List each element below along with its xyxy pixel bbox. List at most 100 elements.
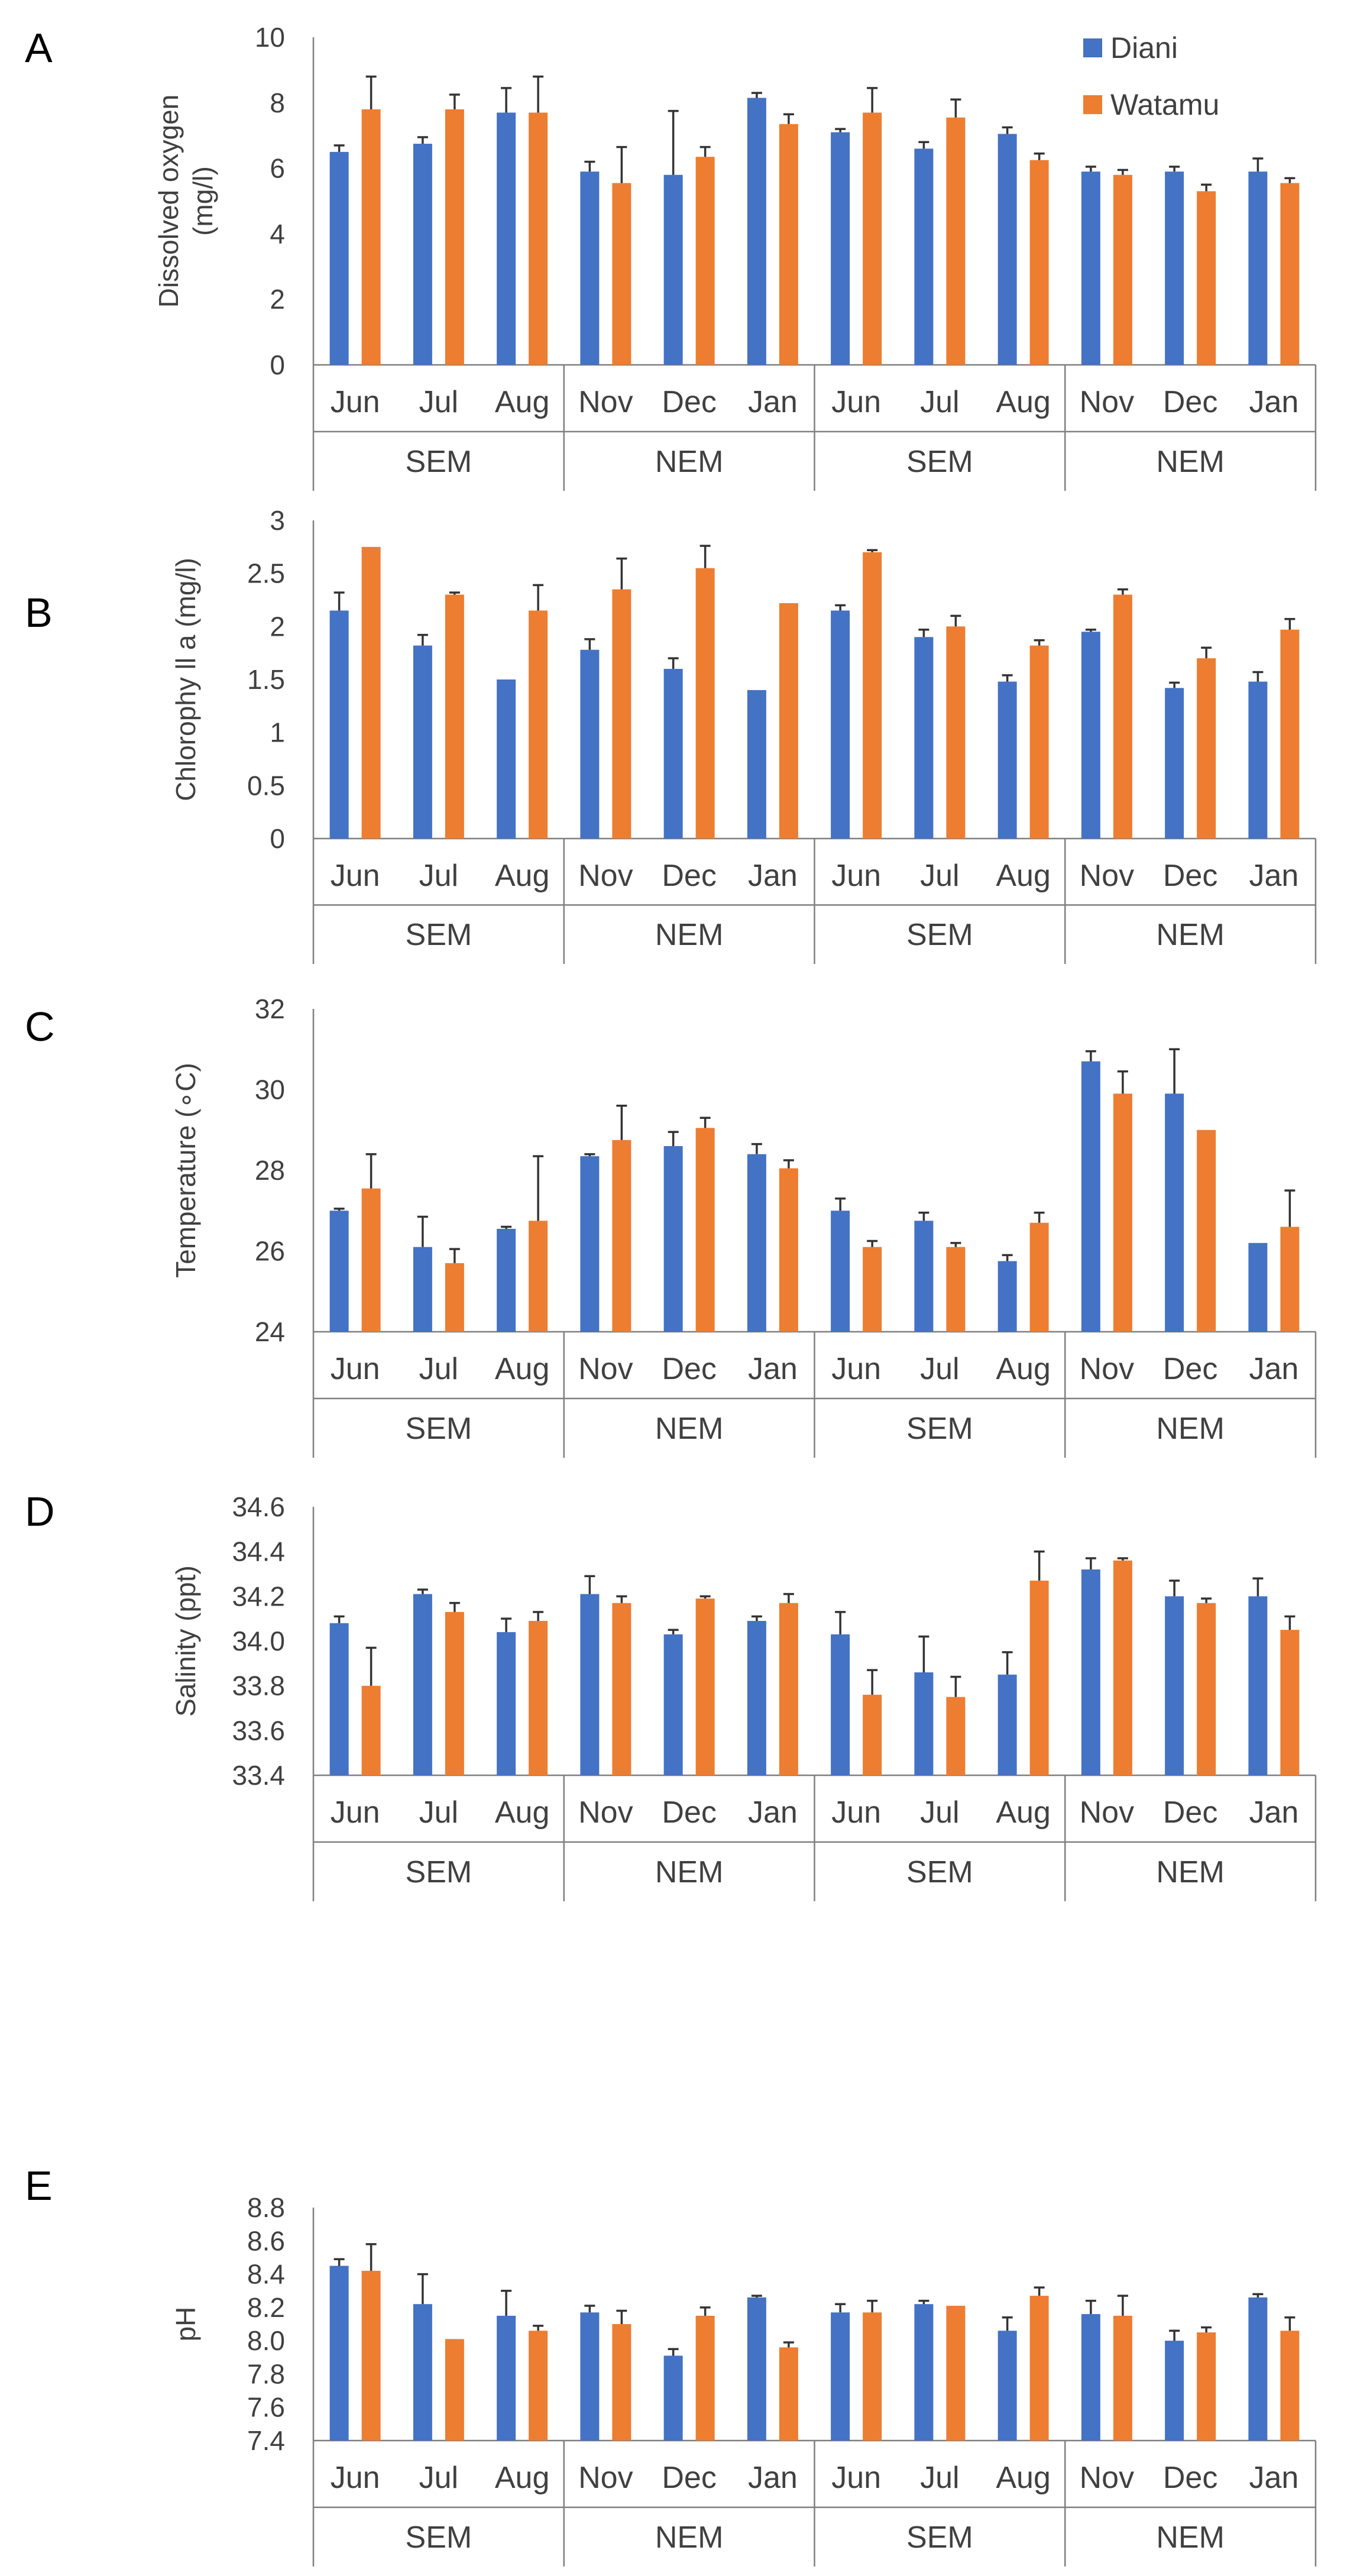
panel-c-bar-watamu-5	[779, 1168, 798, 1332]
panel-a-ytick-1: 2	[270, 284, 285, 315]
panel-d-bar-watamu-1	[445, 1611, 464, 1775]
panel-a-bar-diani-1	[413, 144, 432, 365]
panel-c-bar-watamu-9	[1113, 1093, 1132, 1332]
panel-c-ytick-0: 24	[255, 1316, 285, 1347]
panel-d-xtick-1: Jul	[419, 1795, 458, 1830]
panel-e-group-label-0: SEM	[406, 2520, 472, 2555]
panel-b-bar-diani-4	[663, 669, 683, 839]
panel-e-xtick-11: Jan	[1249, 2461, 1298, 2495]
panel-d-bar-watamu-0	[361, 1685, 381, 1775]
panel-e-xtick-6: Jun	[831, 2461, 881, 2495]
panel-e-ytick-7: 8.8	[247, 2192, 285, 2223]
panel-d-bar-diani-1	[413, 1594, 432, 1775]
legend-swatch-watamu	[1083, 95, 1102, 114]
panel-c-group-label-1: NEM	[655, 1412, 724, 1446]
panel-c-bar-watamu-8	[1029, 1222, 1049, 1332]
panel-e-bar-watamu-4	[695, 2315, 715, 2441]
panel-e-xtick-2: Aug	[495, 2461, 550, 2495]
panel-e-group-label-2: SEM	[906, 2520, 973, 2555]
panel-d-bar-diani-7	[914, 1672, 934, 1775]
panel-a-xtick-5: Jan	[748, 385, 798, 419]
panel-c-bar-diani-11	[1248, 1242, 1268, 1332]
panel-b-xtick-3: Nov	[578, 859, 633, 893]
panel-d-bar-watamu-11	[1280, 1630, 1300, 1775]
panel-e-xtick-1: Jul	[419, 2461, 458, 2495]
panel-d-xtick-5: Jan	[748, 1795, 798, 1830]
panel-d-bar-watamu-9	[1113, 1560, 1132, 1775]
panel-d-ytick-2: 33.8	[232, 1671, 285, 1701]
panel-c-xtick-2: Aug	[495, 1352, 550, 1386]
panel-e-group-label-1: NEM	[655, 2520, 724, 2555]
panel-d-ytick-5: 34.4	[232, 1536, 285, 1567]
panel-b-ytick-3: 1.5	[247, 664, 285, 695]
panel-d-ylabel: Salinity (ppt)	[170, 1565, 201, 1717]
panel-e-ytick-0: 7.4	[247, 2425, 285, 2456]
panel-d-group-label-2: SEM	[906, 1855, 973, 1889]
panel-b-bar-diani-10	[1165, 688, 1184, 839]
panel-b-xtick-5: Jan	[748, 859, 798, 893]
panel-b-xtick-7: Jul	[920, 859, 959, 893]
panel-d-bar-watamu-5	[779, 1603, 798, 1775]
panel-e-xtick-3: Nov	[578, 2461, 633, 2495]
panel-c-bar-watamu-0	[361, 1188, 381, 1332]
panel-e-bar-diani-8	[997, 2331, 1017, 2441]
panel-d-bar-watamu-2	[529, 1620, 548, 1775]
panel-e-bar-watamu-8	[1029, 2296, 1049, 2441]
panel-e: EpH 7.47.67.88.08.28.48.68.8 Jun Jul Aug Nov D…	[25, 2163, 1317, 2567]
panel-d: D Salinity (ppt) 33.4 33.6 33.8 34.0 34.2 34.4 3…	[25, 1488, 1317, 1901]
panel-e-bar-diani-7	[914, 2304, 934, 2441]
panel-d-bar-watamu-3	[612, 1603, 631, 1775]
panel-e-bar-diani-4	[663, 2355, 683, 2441]
panel-e-bar-watamu-10	[1197, 2332, 1216, 2441]
panel-e-bar-watamu-9	[1113, 2315, 1132, 2441]
panel-a-ylabel-line-2: (mg/l)	[187, 166, 218, 236]
panel-e-bar-watamu-3	[612, 2324, 631, 2441]
panel-b-xtick-2: Aug	[495, 859, 550, 893]
legend: Diani Watamu	[1083, 31, 1219, 121]
panel-c-bar-diani-0	[329, 1211, 349, 1332]
panel-b-group-label-1: NEM	[655, 918, 724, 952]
panel-e-letter: E	[25, 2163, 53, 2209]
panel-e-xtick-10: Dec	[1163, 2461, 1217, 2495]
panel-d-bar-diani-9	[1081, 1569, 1100, 1775]
panel-c-bar-diani-9	[1081, 1061, 1100, 1332]
panel-c-xtick-6: Jun	[831, 1352, 881, 1386]
panel-e-bar-diani-2	[497, 2315, 516, 2441]
panel-c-bar-diani-2	[497, 1228, 516, 1332]
panel-b-bar-watamu-4	[695, 568, 715, 839]
panel-d-bar-diani-3	[580, 1594, 600, 1775]
panel-d-xtick-3: Nov	[578, 1795, 633, 1830]
panel-b-bar-diani-7	[914, 637, 934, 839]
panel-e-xtick-8: Aug	[996, 2461, 1051, 2495]
panel-c-group-label-3: NEM	[1156, 1412, 1225, 1446]
panel-d-bar-watamu-6	[863, 1694, 882, 1775]
panel-e-xtick-7: Jul	[920, 2461, 959, 2495]
panel-d-bar-watamu-4	[695, 1598, 715, 1775]
legend-swatch-diani	[1083, 38, 1102, 57]
panel-a-ytick-2: 4	[270, 218, 285, 249]
panel-a-bar-diani-9	[1081, 171, 1100, 365]
panel-b-bar-watamu-3	[612, 589, 631, 839]
panel-e-bar-watamu-2	[529, 2331, 548, 2441]
panel-a-group-label-3: NEM	[1156, 445, 1225, 479]
panel-d-bar-diani-11	[1248, 1596, 1268, 1775]
panel-c-bar-watamu-2	[529, 1221, 548, 1332]
panel-e-bar-diani-10	[1165, 2341, 1184, 2441]
panel-e-xtick-9: Nov	[1080, 2461, 1134, 2495]
panel-a-bar-diani-11	[1248, 171, 1268, 365]
panel-a-bar-watamu-4	[695, 157, 715, 365]
panel-b-xtick-1: Jul	[419, 859, 458, 893]
panel-c-bar-diani-6	[831, 1211, 850, 1332]
panel-b-bar-watamu-9	[1113, 594, 1132, 839]
panel-d-group-label-0: SEM	[406, 1855, 472, 1889]
panel-a-bar-watamu-5	[779, 124, 798, 365]
panel-b-bar-watamu-7	[946, 626, 966, 839]
panel-d-xtick-8: Aug	[996, 1795, 1051, 1830]
panel-c-bar-diani-3	[580, 1156, 600, 1332]
panel-a-group-label-1: NEM	[655, 445, 724, 479]
panel-e-group-label-3: NEM	[1156, 2520, 1225, 2555]
panel-b-bar-watamu-8	[1029, 645, 1049, 839]
panel-b-group-label-0: SEM	[406, 918, 472, 952]
panel-c-bar-diani-10	[1165, 1093, 1184, 1332]
